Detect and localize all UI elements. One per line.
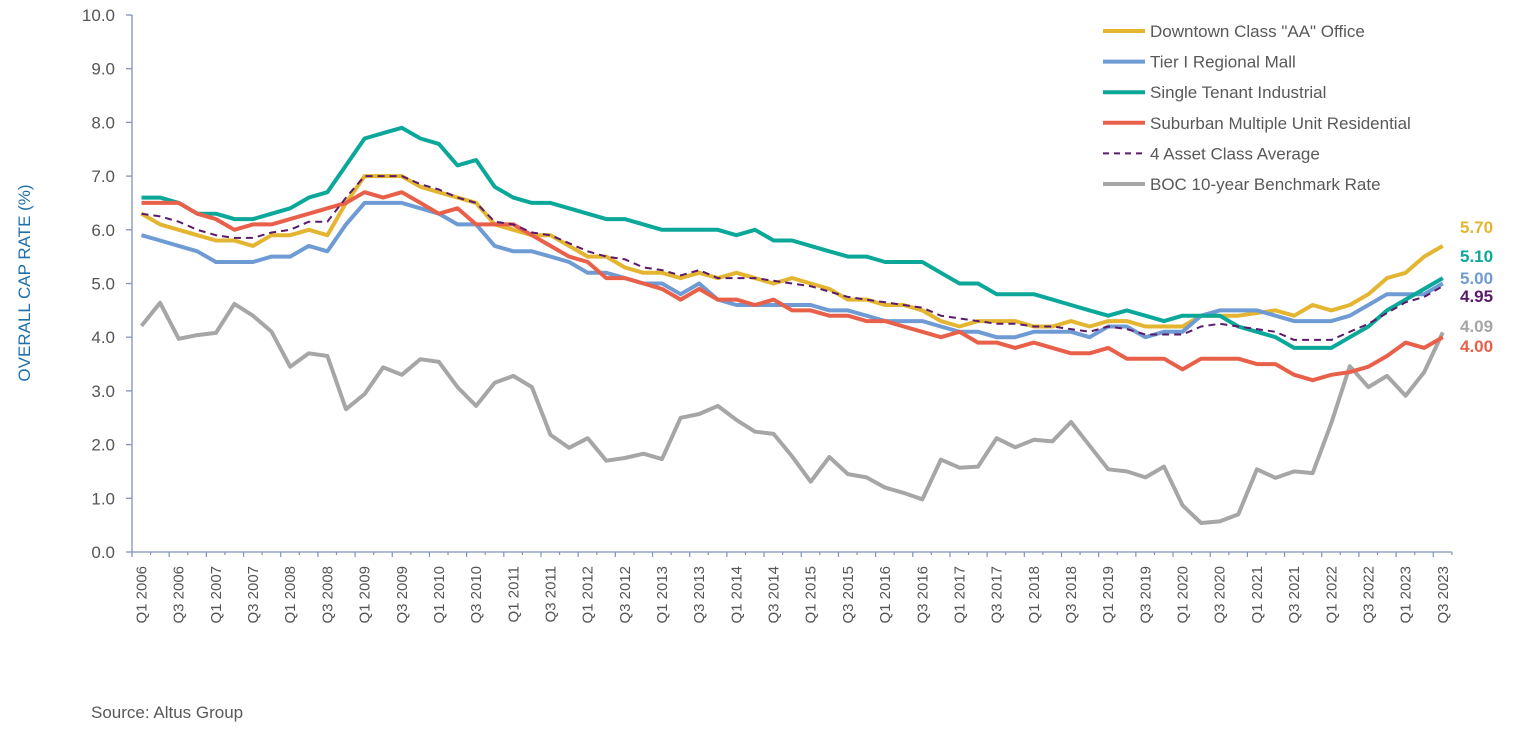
source-note: Source: Altus Group <box>91 703 243 722</box>
series-line-0 <box>140 174 1444 329</box>
x-tick-label: Q3 2011 <box>542 566 559 622</box>
x-tick-label: Q3 2006 <box>171 566 188 624</box>
end-label-1: 5.00 <box>1460 269 1493 288</box>
x-tick-label: Q3 2019 <box>1137 566 1154 624</box>
end-label-2: 5.10 <box>1460 247 1493 266</box>
y-tick-label: 6.0 <box>91 221 115 240</box>
x-tick-label: Q1 2015 <box>803 566 820 624</box>
y-tick-label: 2.0 <box>91 436 115 455</box>
x-tick-label: Q3 2021 <box>1286 566 1303 624</box>
x-tick-label: Q1 2019 <box>1100 566 1117 624</box>
series-line-5 <box>139 300 1445 525</box>
x-tick-label: Q3 2007 <box>245 566 262 624</box>
x-tick-label: Q1 2022 <box>1323 566 1340 624</box>
y-tick-label: 4.0 <box>91 328 115 347</box>
x-tick-label: Q1 2018 <box>1026 566 1043 624</box>
end-label-0: 5.70 <box>1460 218 1493 237</box>
y-tick-label: 8.0 <box>91 113 115 132</box>
x-tick-label: Q3 2023 <box>1435 566 1452 624</box>
legend-label-2: Single Tenant Industrial <box>1150 83 1326 102</box>
end-value-labels: 5.70 5.10 5.004.95 4.094.00 <box>1460 218 1493 356</box>
series-line-2 <box>141 125 1444 350</box>
x-tick-label: Q3 2018 <box>1063 566 1080 624</box>
end-label-5: 4.09 <box>1460 317 1493 336</box>
x-tick-label: Q1 2008 <box>282 566 299 624</box>
legend-label-3: Suburban Multiple Unit Residential <box>1150 114 1411 133</box>
series-line-4 <box>141 175 1444 341</box>
y-tick-label: 10.0 <box>82 6 115 25</box>
y-tick-label: 0.0 <box>91 543 115 562</box>
y-axis-title: OVERALL CAP RATE (%) <box>15 184 34 381</box>
end-label-3: 4.00 <box>1460 337 1493 356</box>
x-tick-label: Q1 2009 <box>357 566 374 624</box>
x-tick-label: Q3 2020 <box>1212 566 1229 624</box>
x-tick-label: Q3 2012 <box>617 566 634 624</box>
x-tick-label: Q1 2007 <box>208 566 225 624</box>
legend-label-4: 4 Asset Class Average <box>1150 144 1320 163</box>
y-tick-label: 1.0 <box>91 489 115 508</box>
legend-label-0: Downtown Class "AA" Office <box>1150 22 1365 41</box>
x-tick-label: Q3 2017 <box>989 566 1006 624</box>
x-tick-label: Q1 2010 <box>431 566 448 624</box>
x-tick-label: Q1 2012 <box>580 566 597 624</box>
legend: Downtown Class "AA" Office Tier I Regiona… <box>1103 22 1411 194</box>
x-tick-label: Q1 2014 <box>728 566 745 624</box>
x-tick-label: Q1 2017 <box>951 566 968 624</box>
x-tick-label: Q3 2013 <box>691 566 708 624</box>
x-tick-label: Q1 2011 <box>505 566 522 622</box>
x-tick-label: Q1 2016 <box>877 566 894 624</box>
x-tick-label: Q3 2010 <box>468 566 485 624</box>
series-lines <box>139 125 1445 525</box>
y-tick-labels: 0.0 1.0 2.0 3.0 4.0 5.0 6.0 7.0 8.0 9.0 10.0 <box>82 6 115 562</box>
y-tick-label: 9.0 <box>91 60 115 79</box>
y-tick-label: 7.0 <box>91 167 115 186</box>
axes <box>126 14 1453 557</box>
x-tick-label: Q3 2014 <box>766 566 783 624</box>
x-tick-label: Q3 2008 <box>319 566 336 624</box>
x-tick-label: Q1 2023 <box>1398 566 1415 624</box>
y-tick-label: 5.0 <box>91 275 115 294</box>
x-tick-label: Q1 2006 <box>134 566 151 624</box>
x-tick-label: Q3 2015 <box>840 566 857 624</box>
x-tick-label: Q1 2013 <box>654 566 671 624</box>
x-tick-label: Q3 2016 <box>914 566 931 624</box>
end-label-4: 4.95 <box>1460 287 1493 306</box>
series-line-3 <box>141 190 1444 383</box>
x-tick-label: Q1 2020 <box>1175 566 1192 624</box>
series-line-1 <box>140 200 1444 340</box>
legend-label-1: Tier I Regional Mall <box>1150 53 1296 72</box>
x-tick-label: Q1 2021 <box>1249 566 1266 624</box>
x-tick-label: Q3 2009 <box>394 566 411 624</box>
x-tick-label: Q3 2022 <box>1360 566 1377 624</box>
y-tick-label: 3.0 <box>91 382 115 401</box>
x-tick-labels: Q1 2006 Q3 2006 Q1 2007 Q3 2007 Q1 2008 Q3 20… <box>134 566 1452 624</box>
legend-label-5: BOC 10-year Benchmark Rate <box>1150 175 1381 194</box>
